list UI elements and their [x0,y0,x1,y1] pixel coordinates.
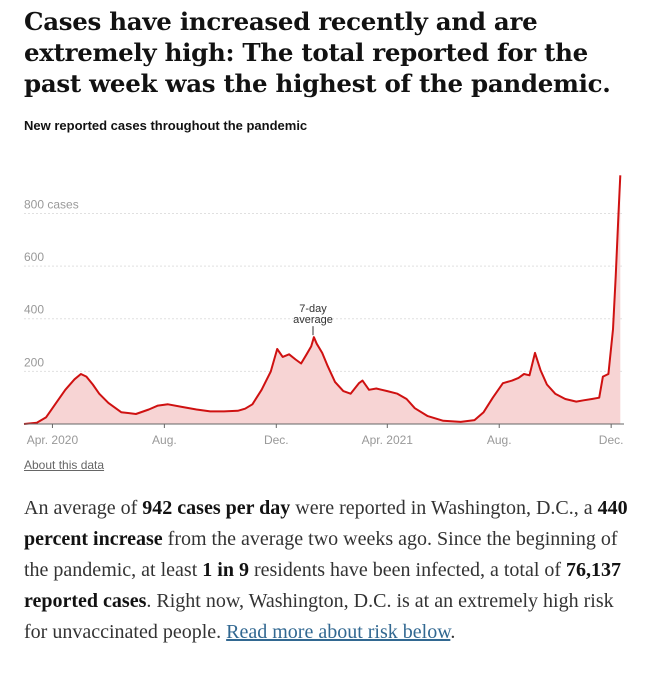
y-tick-label-2: 600 [24,250,44,264]
chart-title: New reported cases throughout the pandem… [24,118,308,133]
x-tick-label-4: Aug. [487,433,512,447]
about-data-link[interactable]: About this data [24,458,105,472]
x-tick-label-1: Aug. [152,433,177,447]
summary-total: 76,137 reported cases [24,559,622,612]
x-tick-label-2: Dec. [264,433,289,447]
summary-ratio: 1 in 9 [202,559,249,581]
headline: Cases have increased recently and are ex… [24,7,611,98]
cases-line [23,175,622,425]
summary-text: An average of 942 cases per day were rep… [24,493,630,648]
x-tick-label-5: Dec. [599,433,624,447]
annotation-label-line1: 7-day [299,303,327,315]
read-more-risk-link[interactable]: Read more about risk below [226,621,451,643]
grid-layer: 200 400 600 800 cases [24,197,624,372]
x-tick-label-3: Apr. 2021 [362,433,414,447]
summary-part-5: . Right now, Washington, D.C. is at an e… [24,590,614,643]
x-axis: Apr. 2020 Aug. Dec. Apr. 2021 Aug. Dec. [24,423,624,447]
y-tick-label-1: 400 [24,303,44,317]
cases-area [24,175,621,424]
summary-part-6: . [450,621,456,643]
summary-percent-increase: 440 percent increase [24,497,628,550]
summary-part-1: An average of [24,497,143,519]
y-tick-label-0: 200 [24,355,44,369]
annotation-label-line2: average [293,314,333,326]
x-tick-label-0: Apr. 2020 [27,433,79,447]
summary-part-4: residents have been infected, a total of [248,559,567,581]
summary-part-2: were reported in Washington, D.C., a [290,497,598,519]
summary-average: 942 cases per day [142,497,291,519]
summary-part-3: from the average two weeks ago. Since th… [24,528,618,581]
y-tick-label-3: 800 cases [24,197,79,211]
